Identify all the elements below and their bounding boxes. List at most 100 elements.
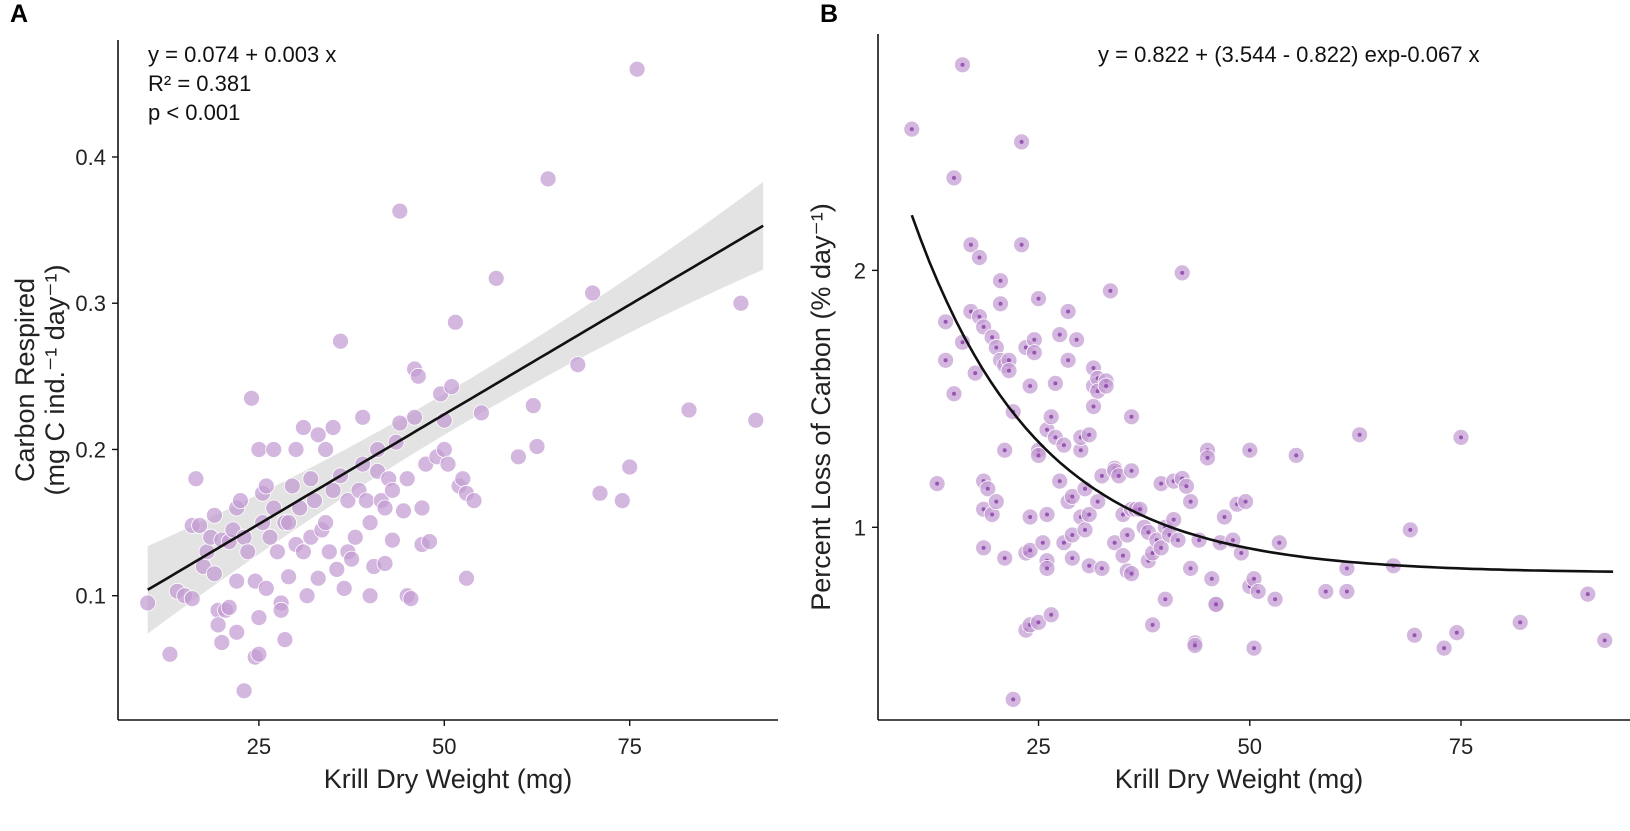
data-point-center (1344, 566, 1349, 571)
data-point-center (1163, 597, 1168, 602)
data-point-center (1057, 479, 1062, 484)
data-point-center (1066, 309, 1071, 314)
data-point-center (1083, 486, 1087, 491)
data-point-center (1028, 515, 1033, 519)
y-tick-label: 1 (854, 515, 866, 540)
data-point (628, 60, 646, 78)
data-point (446, 313, 464, 331)
data-point-center (1091, 404, 1096, 409)
data-point-center (1070, 556, 1075, 561)
data-point (309, 426, 327, 444)
data-point-center (1053, 435, 1058, 440)
data-point-center (1454, 630, 1459, 635)
data-point (395, 502, 412, 520)
data-point-center (1585, 592, 1590, 597)
data-point (257, 580, 275, 597)
panel-a: A 25 50 75 0.1 0.2 0.3 0.4 Krill Dry Weight (mg)… (10, 0, 778, 794)
data-point (465, 492, 483, 510)
data-point (383, 531, 401, 549)
panel-label: B (820, 0, 838, 28)
data-point (376, 499, 394, 517)
data-point-center (1252, 576, 1256, 581)
data-point-center (1036, 453, 1041, 458)
data-point-center (1053, 381, 1058, 386)
data-point-center (1252, 646, 1256, 651)
data-point (324, 481, 342, 499)
data-point-center (1070, 494, 1075, 499)
data-point-center (1159, 481, 1164, 486)
data-point-center (1087, 563, 1092, 568)
data-point (613, 492, 631, 510)
y-tick-label: 2 (854, 258, 866, 283)
data-point (191, 517, 209, 534)
data-point (261, 528, 279, 546)
data-points (139, 60, 765, 700)
x-tick-label: 50 (1238, 734, 1262, 759)
data-point-center (1294, 453, 1299, 458)
data-point-center (1104, 384, 1109, 388)
data-point-center (1159, 545, 1164, 550)
data-point (747, 411, 765, 429)
data-point (187, 470, 205, 488)
data-point-center (1239, 551, 1244, 555)
data-point-center (1167, 533, 1172, 537)
x-axis-label: Krill Dry Weight (mg) (324, 764, 573, 794)
data-point (361, 587, 379, 605)
data-point-center (1061, 443, 1066, 448)
data-point (524, 397, 542, 415)
data-point-center (1408, 527, 1413, 532)
data-point-center (994, 345, 999, 350)
data-point-center (1095, 499, 1100, 504)
data-point (243, 389, 260, 407)
data-point-center (1019, 242, 1024, 247)
data-point-center (943, 319, 948, 324)
data-point (361, 514, 379, 531)
data-point (220, 599, 238, 616)
fit-line (147, 224, 764, 591)
data-point-center (1121, 553, 1125, 558)
y-axis-label-units: (mg C ind.⁻¹ day⁻¹) (40, 264, 70, 495)
panel-b: B 25 50 75 1 2 Krill Dry Weight (mg) Percent Lo… (806, 0, 1630, 794)
data-point-center (985, 486, 990, 491)
data-point-center (1087, 432, 1092, 437)
data-point (265, 499, 283, 517)
data-point-center (1028, 548, 1033, 553)
data-point-center (1184, 484, 1189, 489)
data-point (265, 441, 283, 458)
data-point-center (998, 301, 1003, 306)
data-point-center (1129, 414, 1134, 419)
data-point-center (1032, 337, 1037, 342)
data-point (209, 616, 227, 634)
data-point (272, 601, 290, 619)
data-point-center (1518, 620, 1523, 625)
data-point-center (1209, 576, 1214, 581)
equation-annotation: p < 0.001 (148, 100, 240, 125)
data-point-center (1007, 368, 1011, 373)
data-point-center (1176, 538, 1180, 543)
data-point-center (1243, 499, 1248, 504)
y-tick-label: 0.3 (75, 291, 106, 316)
data-point (584, 284, 601, 302)
y-axis-label: Percent Loss of Carbon (% day⁻¹) (806, 203, 836, 610)
data-point (472, 404, 490, 422)
data-point-center (1074, 337, 1079, 342)
data-point-center (960, 340, 965, 345)
fit-line (910, 214, 1614, 573)
data-point-center (1188, 566, 1193, 571)
data-point-center (1049, 612, 1054, 617)
data-point (339, 492, 357, 510)
data-point-center (1230, 538, 1235, 543)
data-point-center (998, 278, 1003, 283)
data-point (732, 294, 750, 312)
data-point (569, 356, 587, 374)
data-point (213, 634, 231, 651)
data-point (317, 514, 335, 531)
data-point-center (977, 255, 982, 260)
data-point (421, 533, 438, 550)
data-point (309, 569, 327, 587)
data-point (335, 580, 353, 597)
x-tick-label: 25 (1026, 734, 1050, 759)
data-point-center (1019, 139, 1024, 144)
data-point (680, 401, 698, 419)
